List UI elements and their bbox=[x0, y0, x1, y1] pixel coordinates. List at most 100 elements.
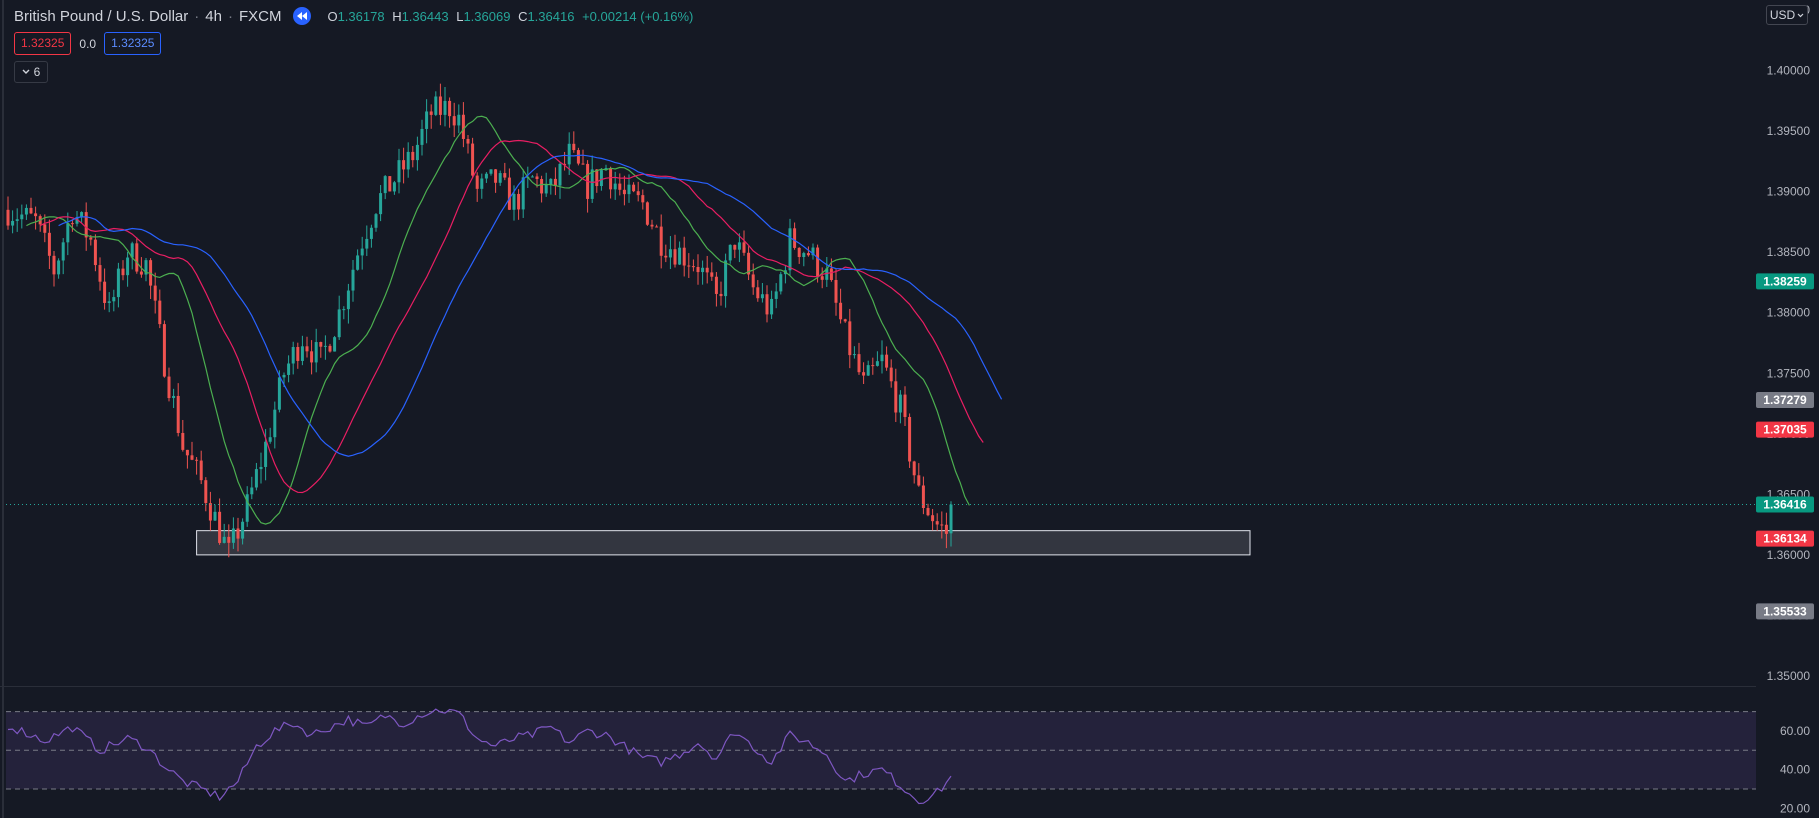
candle-body bbox=[277, 377, 281, 410]
candle-body bbox=[655, 226, 659, 228]
candle-body bbox=[429, 111, 433, 115]
candle-body bbox=[231, 528, 235, 543]
candle-body bbox=[788, 228, 792, 271]
ohlc-values: O1.36178 H1.36443 L1.36069 C1.36416 +0.0… bbox=[327, 8, 694, 24]
candle-body bbox=[342, 309, 346, 311]
candle-body bbox=[153, 285, 157, 301]
candle-body bbox=[6, 209, 10, 226]
candle-body bbox=[254, 469, 258, 488]
candle-body bbox=[530, 176, 534, 178]
moving-average-line bbox=[26, 115, 970, 525]
candle-body bbox=[199, 460, 203, 481]
symbol-name[interactable]: British Pound / U.S. Dollar bbox=[14, 7, 189, 25]
price-label-text: 1.38259 bbox=[1763, 274, 1807, 288]
candle-body bbox=[250, 487, 254, 495]
price-label-badge bbox=[1756, 421, 1814, 438]
candle-body bbox=[829, 268, 833, 280]
candle-body bbox=[521, 177, 525, 210]
candle-body bbox=[443, 100, 447, 115]
candle-body bbox=[300, 346, 304, 361]
candle-body bbox=[618, 183, 622, 190]
indicators-toggle-button[interactable]: 6 bbox=[14, 61, 48, 83]
replay-icon[interactable] bbox=[293, 7, 312, 25]
price-tick-label: 1.38500 bbox=[1767, 245, 1811, 259]
candle-body bbox=[517, 193, 521, 210]
price-tick-label: 1.37500 bbox=[1767, 366, 1811, 380]
candle-body bbox=[710, 272, 714, 277]
candle-body bbox=[747, 252, 751, 275]
candle-body bbox=[544, 184, 548, 194]
candle-body bbox=[337, 309, 341, 338]
candle-body bbox=[80, 212, 84, 218]
candle-body bbox=[535, 176, 539, 180]
candle-body bbox=[733, 244, 737, 250]
candle-body bbox=[314, 342, 318, 363]
price-label-text: 1.37035 bbox=[1763, 423, 1807, 437]
interval-label[interactable]: 4h bbox=[205, 7, 222, 25]
candle-body bbox=[862, 372, 866, 376]
candle-body bbox=[369, 227, 373, 239]
candle-body bbox=[912, 461, 916, 476]
candle-body bbox=[604, 168, 608, 171]
candle-body bbox=[645, 202, 649, 225]
candle-body bbox=[365, 238, 369, 249]
candle-body bbox=[310, 351, 314, 363]
candle-body bbox=[917, 475, 921, 486]
ohlc-open: 1.36178 bbox=[337, 8, 385, 24]
candle-body bbox=[494, 169, 498, 183]
candle-body bbox=[402, 160, 406, 170]
candle-body bbox=[825, 268, 829, 280]
candle-body bbox=[687, 265, 691, 267]
candle-body bbox=[208, 503, 212, 521]
candle-body bbox=[797, 247, 801, 258]
candle-body bbox=[291, 347, 295, 364]
candle-body bbox=[471, 143, 475, 176]
candle-body bbox=[553, 178, 557, 186]
indicator-count: 6 bbox=[33, 65, 41, 79]
currency-label: USD bbox=[1769, 8, 1796, 22]
price-tick-label: 1.36000 bbox=[1767, 548, 1811, 562]
price-grid bbox=[0, 0, 1756, 818]
candle-body bbox=[448, 100, 452, 117]
price-tick-label: 1.39000 bbox=[1767, 185, 1811, 199]
support-zone[interactable] bbox=[196, 530, 1251, 556]
candle-body bbox=[512, 193, 516, 210]
buy-button[interactable]: 1.32325 bbox=[104, 32, 162, 55]
ohlc-low: 1.36069 bbox=[463, 8, 511, 24]
candle-body bbox=[678, 247, 682, 265]
candle-body bbox=[622, 189, 626, 195]
candle-body bbox=[15, 219, 19, 221]
candle-body bbox=[820, 276, 824, 280]
candle-body bbox=[774, 291, 778, 299]
candle-body bbox=[52, 255, 56, 275]
candle-body bbox=[116, 268, 120, 298]
candle-body bbox=[613, 183, 617, 190]
candle-body bbox=[457, 114, 461, 126]
candle-body bbox=[89, 237, 93, 240]
sell-button[interactable]: 1.32325 bbox=[14, 32, 72, 55]
candle-body bbox=[227, 536, 231, 543]
candle-body bbox=[93, 239, 97, 266]
currency-selector[interactable]: USD bbox=[1766, 5, 1808, 25]
candle-body bbox=[392, 182, 396, 192]
rsi-pane[interactable] bbox=[6, 708, 1756, 805]
candle-body bbox=[121, 268, 125, 276]
candle-body bbox=[834, 279, 838, 303]
candle-body bbox=[507, 177, 511, 210]
candle-body bbox=[139, 271, 143, 275]
candle-body bbox=[158, 300, 162, 325]
candle-body bbox=[503, 173, 507, 178]
candle-body bbox=[397, 160, 401, 183]
support-zone-rect bbox=[196, 530, 1251, 556]
candle-body bbox=[29, 207, 33, 214]
candle-body bbox=[770, 298, 774, 315]
candle-body bbox=[866, 365, 870, 376]
candle-body bbox=[641, 195, 645, 203]
candle-body bbox=[176, 395, 180, 433]
legend-separator: · bbox=[227, 7, 233, 25]
price-axis[interactable]: 1.350001.355001.360001.365001.370001.375… bbox=[1756, 0, 1819, 818]
candle-body bbox=[765, 294, 769, 315]
moving-averages bbox=[26, 115, 1003, 525]
candle-body bbox=[20, 214, 24, 220]
